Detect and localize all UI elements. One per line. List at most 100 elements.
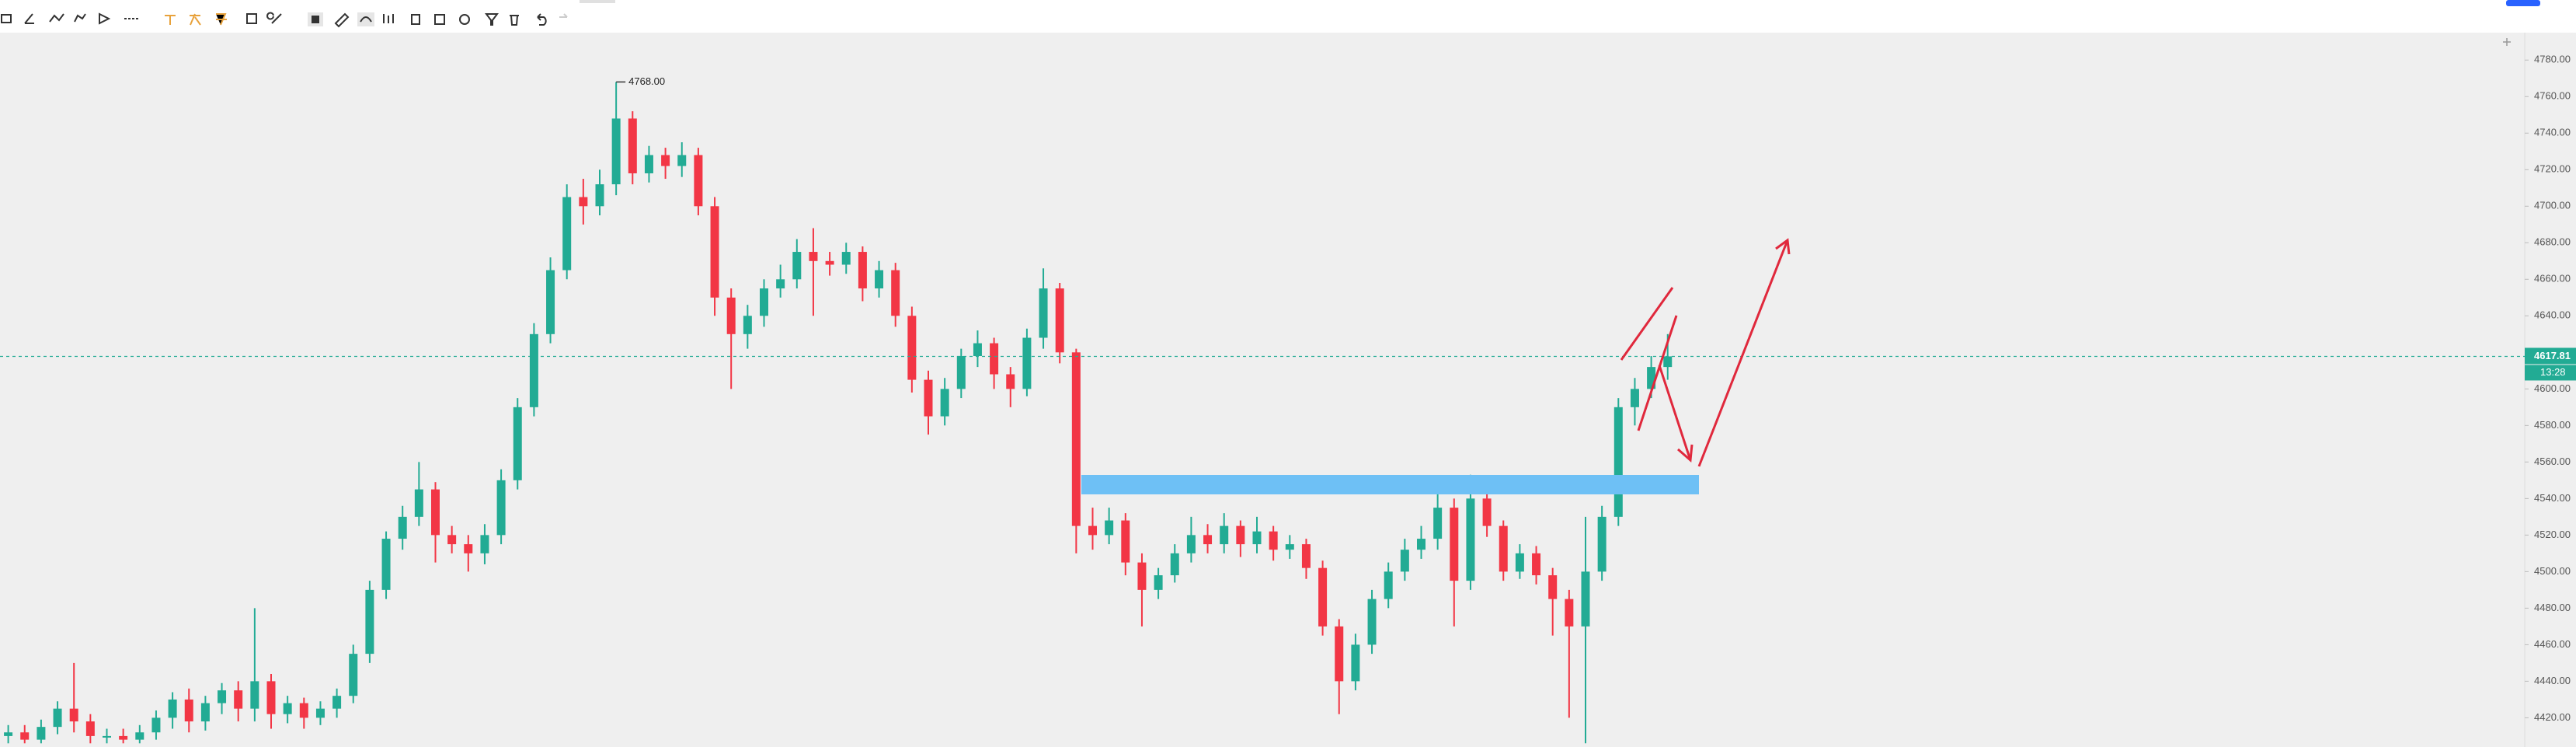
tool-icon[interactable] [190, 13, 201, 26]
tool-icon[interactable] [485, 13, 499, 26]
tool-icon[interactable] [165, 15, 176, 25]
tool-active[interactable] [357, 12, 374, 26]
y-tick-label: 4660.00 [2534, 273, 2571, 284]
last-price-label: 4617.81 [2534, 350, 2571, 361]
candle-body [184, 699, 193, 722]
last-price-box [2525, 347, 2576, 365]
candle-body [956, 356, 966, 389]
tool-icon[interactable] [266, 12, 282, 24]
candle-body [875, 270, 884, 289]
candle-body [464, 544, 473, 553]
toolbar-button[interactable] [2506, 0, 2540, 6]
tool-icon[interactable] [1, 14, 12, 23]
candle-body [69, 708, 78, 722]
tool-icon[interactable] [24, 13, 34, 24]
tab [580, 0, 615, 3]
candle-body [1581, 571, 1590, 627]
candle-body [858, 252, 867, 289]
y-tick-label: 4780.00 [2534, 54, 2571, 65]
countdown-label: 13:28 [2540, 366, 2566, 378]
tool-icon[interactable] [49, 13, 64, 23]
tool-icon[interactable] [383, 14, 394, 23]
candle-body [1417, 539, 1426, 550]
tool-icon[interactable] [510, 15, 519, 26]
tool-icon[interactable] [334, 12, 350, 28]
tool-icon[interactable] [434, 14, 445, 25]
toolbar [0, 0, 2576, 33]
candle-body [1055, 288, 1064, 353]
y-tick-label: 4480.00 [2534, 602, 2571, 613]
candle-body [1203, 535, 1213, 545]
y-tick-label: 4640.00 [2534, 309, 2571, 321]
arrow-head [1677, 444, 1694, 463]
candle-body [299, 703, 308, 718]
tool-icon[interactable] [216, 13, 227, 26]
candle-body [792, 252, 802, 280]
tool-icon[interactable] [537, 13, 547, 26]
y-tick-label: 4760.00 [2534, 90, 2571, 102]
candle-body [266, 681, 276, 714]
tool-icon[interactable] [99, 12, 111, 25]
candle-body [726, 297, 736, 334]
y-tick-label: 4720.00 [2534, 163, 2571, 175]
candle-body [1351, 644, 1360, 682]
candle-body [53, 708, 62, 728]
tool-icon[interactable] [411, 14, 420, 25]
candle-body [710, 206, 719, 298]
candle-body [4, 732, 13, 736]
candle-body [480, 535, 489, 553]
candle-body [1466, 498, 1475, 581]
candle-body [1039, 288, 1048, 338]
y-tick-label: 4600.00 [2534, 382, 2571, 394]
tool-icon[interactable] [74, 13, 86, 23]
candle-body [1269, 531, 1278, 550]
candle-body [381, 539, 391, 590]
candle-body [1105, 520, 1114, 536]
arrow-head [1775, 238, 1791, 255]
tool-icon[interactable] [312, 16, 319, 23]
y-tick-label: 4560.00 [2534, 456, 2571, 467]
tool-icon[interactable] [559, 13, 568, 18]
tool-icon[interactable] [459, 14, 470, 25]
candle-body [743, 316, 752, 334]
plot-area [0, 82, 2525, 744]
arrow [1697, 239, 1789, 467]
candle-body [315, 708, 325, 718]
candle-body [1236, 525, 1245, 545]
candle-body [924, 379, 933, 417]
candle-body [1548, 575, 1558, 599]
candle-body [1400, 550, 1409, 572]
candle-body [1384, 571, 1393, 599]
candle-body [776, 279, 785, 289]
candle-body [1285, 544, 1294, 550]
candle-body [398, 516, 407, 539]
candle-body [595, 184, 604, 207]
tool-icon[interactable] [360, 16, 372, 23]
candle-body [349, 654, 358, 696]
candle-body [332, 696, 342, 709]
arrow [1658, 365, 1692, 461]
candle-body [760, 288, 768, 316]
candle-body [891, 270, 900, 316]
candle-body [809, 252, 818, 261]
candle-body [1252, 531, 1262, 545]
trend-line [1637, 315, 1678, 431]
candle-body [1335, 626, 1344, 682]
y-tick-label: 4700.00 [2534, 200, 2571, 211]
candle-body [135, 732, 144, 740]
candle-body [611, 118, 621, 185]
candle-body [1301, 544, 1311, 568]
candle-body [628, 118, 637, 173]
candle-body [973, 343, 982, 357]
candle-body [1663, 356, 1673, 368]
candle-body [1186, 535, 1196, 553]
candle-body [1088, 525, 1097, 536]
y-tick-label: 4740.00 [2534, 127, 2571, 138]
candle-body [1170, 553, 1179, 576]
candle-body [841, 252, 851, 265]
tool-icon[interactable] [246, 13, 257, 24]
candle-body [1647, 367, 1656, 389]
candle-body [644, 155, 653, 173]
candle-body [1565, 599, 1574, 627]
